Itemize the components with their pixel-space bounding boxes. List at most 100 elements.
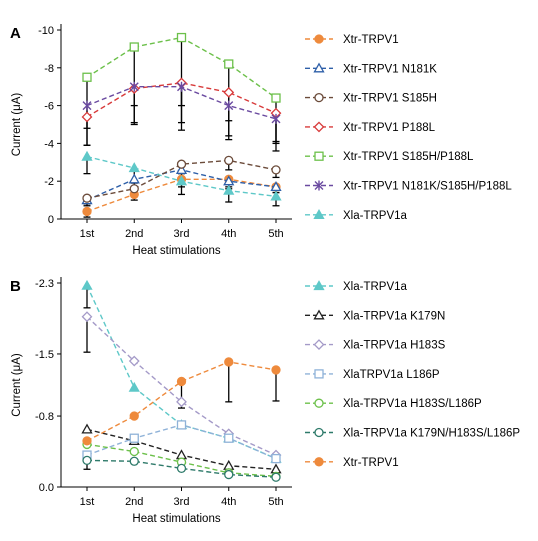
- x-tick-label: 2nd: [125, 228, 143, 240]
- data-point: [271, 365, 281, 375]
- data-point: [223, 459, 235, 470]
- y-tick-label: -0.8: [35, 411, 54, 423]
- x-tick-label: 1st: [80, 228, 95, 240]
- data-point: [177, 81, 186, 92]
- data-point: [81, 279, 93, 290]
- data-point: [82, 436, 92, 446]
- data-point: [223, 86, 235, 98]
- series-xtr-trpv1-s185h-p188l: [82, 32, 281, 103]
- x-tick-label: 5th: [268, 228, 283, 240]
- y-tick-label: -8: [44, 63, 54, 75]
- series-xla-trpv1a-k179n: [81, 423, 282, 474]
- data-point: [271, 93, 281, 103]
- data-point: [224, 433, 234, 443]
- x-tick-label: 3rd: [174, 496, 190, 508]
- data-point: [81, 423, 93, 434]
- data-point: [271, 453, 281, 464]
- data-point: [128, 355, 140, 367]
- data-point: [271, 165, 281, 175]
- legend-marker: [313, 280, 325, 291]
- data-point: [270, 463, 282, 474]
- data-point: [82, 72, 92, 82]
- series-line: [86, 316, 277, 456]
- legend-label: Xtr-TRPV1 N181K: [343, 63, 437, 75]
- data-point: [176, 32, 187, 43]
- series-xtr-trpv1-s185h: [82, 155, 281, 203]
- data-point: [271, 472, 281, 482]
- data-point: [82, 100, 92, 111]
- legend-marker: [314, 151, 324, 161]
- y-tick-label: -4: [44, 138, 54, 150]
- series-xtr-trpv1-n181k-s185h-p188l: [82, 81, 281, 124]
- legend-label: Xla-TRPV1a K179N/H183S/L186P: [343, 428, 520, 440]
- data-point: [81, 311, 93, 323]
- series-line: [86, 159, 277, 199]
- panel-letter: A: [10, 25, 21, 42]
- legend-marker: [314, 34, 324, 44]
- data-point: [175, 449, 188, 460]
- y-tick-label: 0: [48, 214, 54, 226]
- legend-marker: [314, 398, 324, 408]
- series-xla-trpv1a: [81, 150, 282, 201]
- data-point: [82, 193, 92, 203]
- y-axis-title: Current (μA): [11, 353, 23, 417]
- legend-label: Xtr-TRPV1 P188L: [343, 122, 436, 134]
- series-xtr-trpv1: [82, 357, 281, 446]
- series-xlatrpv1a-l186p: [82, 420, 281, 464]
- legend-marker: [313, 339, 325, 351]
- series-xla-trpv1a-k179n-h183s-l186p: [82, 455, 281, 482]
- data-point: [176, 159, 187, 169]
- data-point: [81, 111, 93, 123]
- series-line: [86, 285, 277, 460]
- data-point: [128, 173, 140, 184]
- legend-marker: [313, 121, 325, 133]
- legend-marker: [314, 180, 324, 191]
- x-tick-label: 4th: [221, 496, 236, 508]
- legend-label: Xtr-TRPV1 S185H: [343, 93, 437, 105]
- data-point: [175, 175, 188, 186]
- data-point: [82, 455, 92, 466]
- series-line: [86, 361, 277, 442]
- data-point: [176, 420, 187, 430]
- data-point: [128, 162, 140, 173]
- panel-a: A 0 -2 -4 -6 -8 -10 1st 2nd 3rd 4th 5th Heat stimula…: [10, 24, 512, 257]
- x-tick-label: 3rd: [174, 228, 190, 240]
- x-tick-label: 1st: [80, 496, 95, 508]
- data-point: [129, 456, 139, 466]
- legend-marker: [313, 208, 325, 219]
- x-axis-title: Heat stimulations: [132, 513, 220, 525]
- y-tick-label: -2: [44, 176, 54, 188]
- data-point: [82, 206, 92, 217]
- legend-marker: [314, 92, 324, 103]
- legend-label: Xtr-TRPV1 N181K/S185H/P188L: [343, 181, 512, 193]
- data-point: [224, 100, 234, 111]
- y-tick-label: 0.0: [39, 482, 54, 494]
- series-line: [86, 82, 277, 118]
- x-tick-label: 4th: [221, 228, 236, 240]
- x-axis-title: Heat stimulations: [132, 245, 220, 257]
- legend-label: Xla-TRPV1a: [343, 210, 408, 222]
- legend-marker: [313, 62, 325, 73]
- y-axis-title: Current (μA): [11, 93, 23, 157]
- data-point: [176, 396, 187, 408]
- legend-label: Xla-TRPV1a H183S: [343, 340, 446, 352]
- data-point: [224, 357, 234, 367]
- data-point: [128, 381, 140, 392]
- data-point: [223, 175, 235, 186]
- data-point: [271, 113, 281, 124]
- data-point: [129, 184, 139, 194]
- y-tick-label: -1.5: [35, 349, 54, 361]
- legend-label: Xtr-TRPV1 S185H/P188L: [343, 151, 474, 163]
- data-point: [223, 184, 235, 195]
- y-tick-label: -2.3: [35, 278, 54, 290]
- legend-marker: [314, 457, 324, 467]
- y-tick-label: -10: [38, 25, 54, 37]
- legend-label: Xtr-TRPV1: [343, 34, 399, 46]
- y-tick-label: -6: [44, 101, 54, 113]
- data-point: [224, 469, 234, 480]
- data-point: [129, 411, 139, 421]
- legend-label: Xla-TRPV1a H183S/L186P: [343, 398, 482, 410]
- data-point: [270, 181, 282, 192]
